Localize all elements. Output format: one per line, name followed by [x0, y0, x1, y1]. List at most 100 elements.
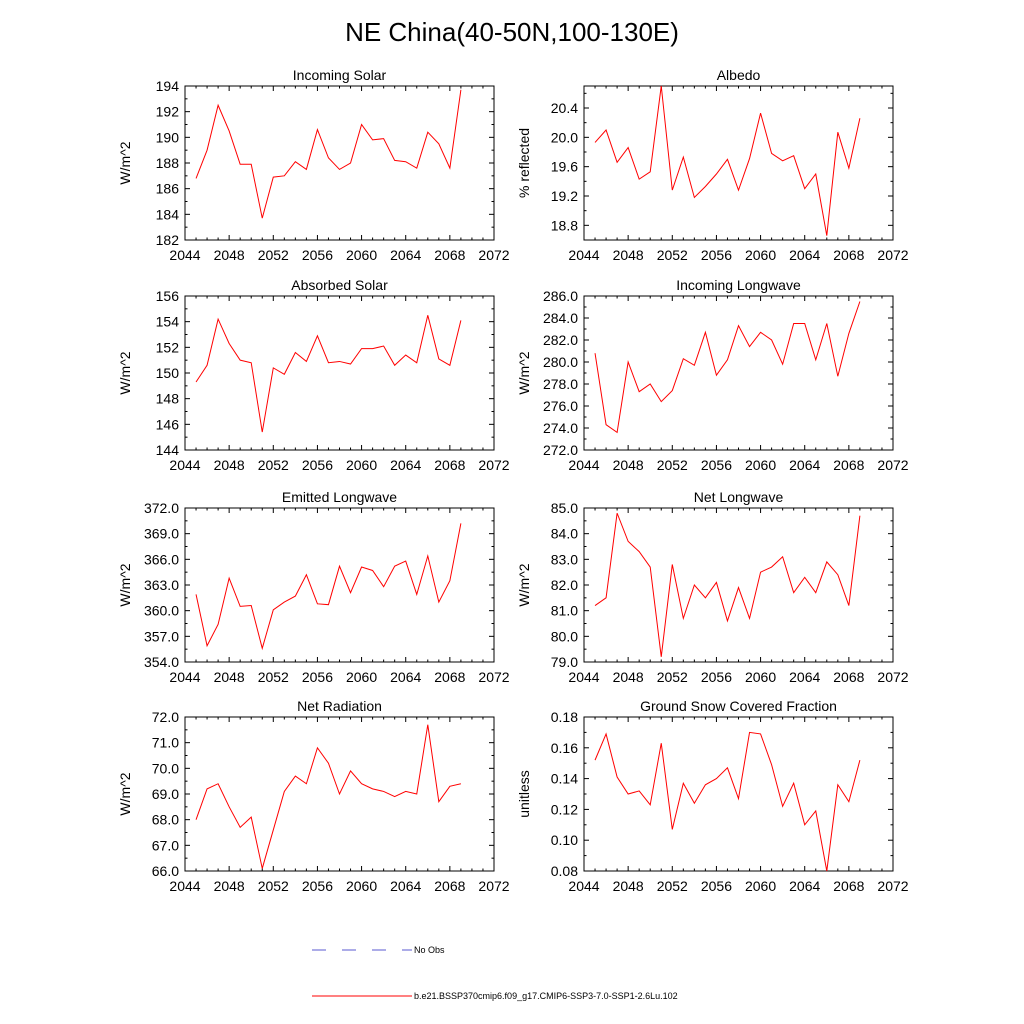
panel-title: Net Radiation: [297, 698, 382, 714]
y-axis-label: % reflected: [516, 128, 532, 198]
x-tick-label: 2056: [302, 247, 333, 263]
y-tick-label: 19.2: [551, 188, 578, 204]
y-tick-label: 366.0: [144, 551, 179, 567]
x-tick-label: 2056: [302, 878, 333, 894]
x-tick-label: 2064: [390, 878, 421, 894]
x-tick-label: 2044: [169, 247, 200, 263]
x-tick-label: 2072: [877, 878, 908, 894]
y-axis-label: W/m^2: [117, 772, 133, 815]
y-tick-label: 144: [156, 442, 180, 458]
y-tick-label: 83.0: [551, 551, 578, 567]
y-axis-label: W/m^2: [117, 563, 133, 606]
panel-title: Albedo: [717, 67, 761, 83]
x-tick-label: 2072: [478, 669, 509, 685]
series-line: [195, 724, 462, 869]
panel-6: Net Radiation W/m^2 2044 2048 2052 2056 2060 20…: [117, 698, 510, 894]
y-tick-label: 79.0: [551, 654, 578, 670]
series-line: [594, 731, 861, 872]
x-tick-label: 2052: [657, 669, 688, 685]
y-tick-label: 67.0: [152, 837, 179, 853]
y-tick-label: 190: [156, 129, 180, 145]
plot-frame: [583, 295, 894, 451]
x-tick-label: 2060: [346, 457, 377, 473]
x-tick-label: 2064: [390, 247, 421, 263]
y-tick-label: 154: [156, 314, 180, 330]
figure-title: NE China(40-50N,100-130E): [345, 17, 679, 47]
x-tick-label: 2068: [434, 878, 465, 894]
y-tick-label: 150: [156, 365, 180, 381]
x-tick-label: 2048: [214, 669, 245, 685]
x-tick-label: 2068: [434, 669, 465, 685]
x-tick-label: 2052: [258, 878, 289, 894]
legend-model-label: b.e21.BSSP370cmip6.f09_g17.CMIP6-SSP3-7.…: [414, 991, 678, 1001]
x-tick-label: 2056: [701, 669, 732, 685]
y-tick-label: 278.0: [543, 376, 578, 392]
x-tick-label: 2048: [214, 247, 245, 263]
legend: No Obs b.e21.BSSP370cmip6.f09_g17.CMIP6-…: [312, 945, 678, 1001]
x-tick-label: 2048: [613, 669, 644, 685]
x-tick-label: 2072: [478, 247, 509, 263]
x-tick-label: 2052: [657, 457, 688, 473]
y-tick-label: 0.18: [551, 709, 578, 725]
panels: Incoming Solar W/m^2 2044 2048 2052 2056 2060 2…: [117, 67, 909, 894]
x-tick-label: 2064: [390, 669, 421, 685]
y-axis-label: W/m^2: [516, 351, 532, 394]
y-tick-label: 82.0: [551, 577, 578, 593]
y-tick-label: 354.0: [144, 654, 179, 670]
y-tick-label: 148: [156, 391, 180, 407]
legend-obs-label: No Obs: [414, 945, 445, 955]
y-tick-label: 194: [156, 78, 180, 94]
x-tick-label: 2048: [613, 457, 644, 473]
x-tick-label: 2068: [833, 247, 864, 263]
panel-2: Absorbed Solar W/m^2 2044 2048 2052 2056 2060 2…: [117, 277, 510, 473]
series-line: [195, 89, 462, 219]
x-tick-label: 2044: [568, 878, 599, 894]
x-tick-label: 2060: [745, 878, 776, 894]
y-tick-label: 282.0: [543, 332, 578, 348]
y-tick-label: 272.0: [543, 442, 578, 458]
y-tick-label: 186: [156, 181, 180, 197]
x-tick-label: 2064: [390, 457, 421, 473]
panel-5: Net Longwave W/m^2 2044 2048 2052 2056 2060 206…: [516, 489, 909, 685]
series-line: [594, 301, 861, 434]
x-tick-label: 2072: [478, 878, 509, 894]
y-tick-label: 363.0: [144, 577, 179, 593]
y-tick-label: 360.0: [144, 603, 179, 619]
y-tick-label: 152: [156, 339, 180, 355]
plot-frame: [583, 716, 894, 872]
x-tick-label: 2048: [214, 878, 245, 894]
x-tick-label: 2052: [258, 457, 289, 473]
x-tick-label: 2060: [745, 457, 776, 473]
x-tick-label: 2052: [657, 247, 688, 263]
y-tick-label: 85.0: [551, 500, 578, 516]
x-tick-label: 2044: [169, 457, 200, 473]
x-tick-label: 2048: [613, 878, 644, 894]
y-axis-label: W/m^2: [117, 141, 133, 184]
panel-7: Ground Snow Covered Fraction unitless 2044…: [516, 698, 909, 894]
y-tick-label: 84.0: [551, 526, 578, 542]
x-tick-label: 2060: [346, 247, 377, 263]
x-tick-label: 2044: [568, 457, 599, 473]
y-tick-label: 192: [156, 104, 180, 120]
x-tick-label: 2056: [302, 457, 333, 473]
y-tick-label: 20.4: [551, 100, 578, 116]
panel-title: Emitted Longwave: [282, 489, 397, 505]
x-tick-label: 2064: [789, 247, 820, 263]
y-axis-label: unitless: [516, 770, 532, 817]
y-tick-label: 276.0: [543, 398, 578, 414]
y-tick-label: 357.0: [144, 628, 179, 644]
y-tick-label: 70.0: [152, 760, 179, 776]
x-tick-label: 2044: [169, 669, 200, 685]
series-line: [594, 512, 861, 657]
x-tick-label: 2064: [789, 878, 820, 894]
x-tick-label: 2052: [657, 878, 688, 894]
x-tick-label: 2068: [833, 457, 864, 473]
y-tick-label: 81.0: [551, 603, 578, 619]
x-tick-label: 2068: [833, 878, 864, 894]
x-tick-label: 2072: [478, 457, 509, 473]
x-tick-label: 2072: [877, 457, 908, 473]
x-tick-label: 2048: [613, 247, 644, 263]
plot-frame: [583, 85, 894, 241]
y-tick-label: 372.0: [144, 500, 179, 516]
